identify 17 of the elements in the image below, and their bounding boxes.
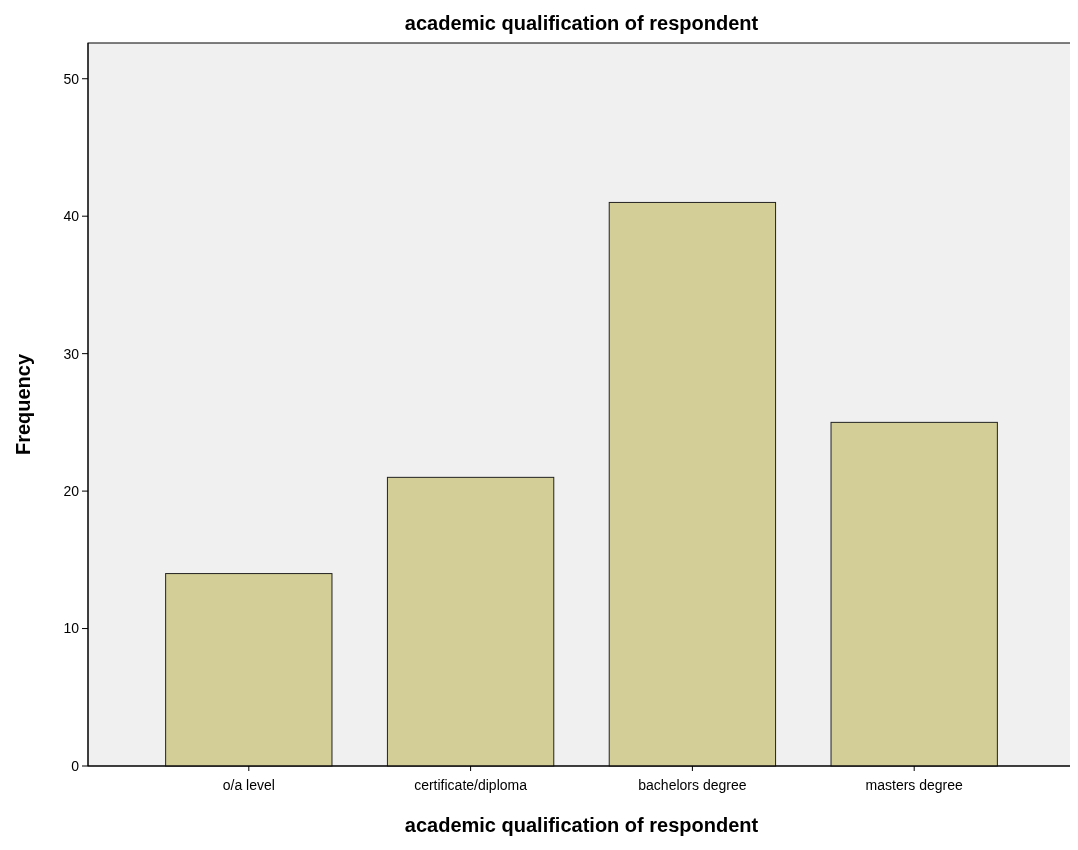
x-axis-title: academic qualification of respondent — [404, 814, 759, 836]
bar — [165, 573, 333, 767]
x-tick-label: bachelors degree — [638, 777, 747, 793]
bar — [608, 201, 777, 767]
x-tick-label: o/a level — [222, 777, 275, 793]
bar — [830, 421, 998, 767]
y-tick-label: 50 — [63, 70, 80, 87]
y-tick-label: 0 — [71, 757, 80, 774]
y-tick-label: 40 — [63, 208, 80, 225]
y-tick-label: 30 — [63, 345, 80, 362]
y-tick-label: 20 — [63, 483, 80, 499]
y-axis-title: Frequency — [12, 353, 34, 456]
x-tick-label: masters degree — [865, 777, 964, 793]
bar — [386, 476, 555, 767]
x-tick-label: certificate/diploma — [414, 777, 528, 793]
y-tick-label: 10 — [63, 620, 80, 637]
chart-title: academic qualification of respondent — [404, 12, 759, 34]
